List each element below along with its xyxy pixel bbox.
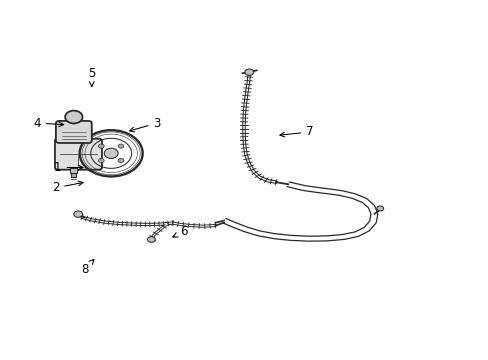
Bar (70, 173, 76, 177)
Text: 7: 7 (279, 126, 313, 139)
Circle shape (118, 144, 123, 148)
Circle shape (98, 144, 104, 148)
Text: 3: 3 (129, 117, 161, 132)
Text: 2: 2 (52, 181, 83, 194)
Bar (70, 167, 77, 173)
Text: 4: 4 (33, 117, 63, 130)
Circle shape (104, 148, 118, 158)
Text: 1: 1 (54, 161, 83, 174)
Circle shape (98, 158, 104, 163)
Text: 5: 5 (88, 67, 95, 86)
Text: 8: 8 (81, 260, 94, 276)
Circle shape (376, 206, 383, 211)
Text: 6: 6 (173, 225, 187, 238)
FancyBboxPatch shape (56, 121, 92, 143)
Circle shape (74, 211, 82, 217)
Circle shape (147, 237, 155, 242)
Circle shape (118, 158, 123, 163)
Circle shape (244, 69, 253, 75)
FancyBboxPatch shape (55, 139, 102, 170)
Circle shape (65, 111, 82, 123)
